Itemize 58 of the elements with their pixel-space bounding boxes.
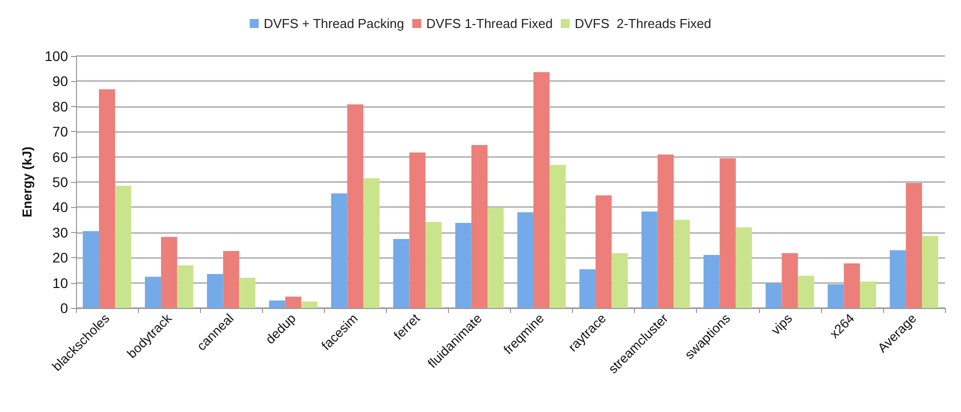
bar: [239, 278, 256, 308]
bar: [144, 276, 162, 308]
bar: [98, 89, 116, 308]
bar: [766, 283, 782, 308]
bar: [658, 154, 674, 308]
bar: [860, 282, 876, 308]
bar: [828, 284, 844, 308]
y-tick-label: 30: [52, 224, 68, 240]
bar: [115, 186, 132, 308]
bar: [161, 236, 178, 308]
bar: [798, 276, 814, 308]
y-tick-label: 0: [60, 300, 68, 316]
x-tick-label: vips: [768, 310, 796, 338]
bar: [331, 193, 348, 308]
bar: [782, 253, 798, 308]
legend-label: DVFS + Thread Packing: [264, 16, 404, 31]
y-tick-label: 10: [52, 274, 68, 291]
bar: [596, 195, 612, 308]
bar: [890, 250, 906, 308]
bar: [612, 253, 628, 308]
bar: [82, 231, 99, 308]
bar: [393, 238, 410, 308]
bar: [455, 222, 472, 308]
bar: [347, 104, 364, 308]
bar: [517, 212, 534, 308]
bar: [550, 164, 566, 308]
y-tick-label: 60: [52, 148, 68, 165]
legend-label: DVFS 1-Thread Fixed: [426, 16, 553, 31]
bar: [409, 152, 426, 308]
bar: [471, 144, 488, 308]
bar: [641, 211, 658, 308]
y-tick-label: 100: [44, 48, 68, 64]
legend-label: DVFS 2-Threads Fixed: [574, 16, 712, 31]
y-tick-label: 90: [52, 73, 68, 90]
bar: [301, 301, 318, 308]
bar: [906, 183, 922, 308]
bar: [922, 236, 938, 308]
bar: [269, 300, 286, 308]
y-axis-title: Energy (kJ): [20, 146, 35, 218]
bar: [363, 178, 380, 308]
bar: [720, 158, 736, 308]
y-tick-label: 50: [52, 174, 68, 190]
y-tick-label: 40: [52, 199, 68, 216]
bar: [206, 274, 224, 308]
bar: [579, 269, 596, 308]
bar: [844, 263, 860, 308]
bar: [425, 222, 442, 308]
bar: [736, 227, 752, 308]
y-tick-label: 20: [52, 250, 68, 266]
y-tick-label: 80: [52, 98, 68, 114]
bar: [533, 72, 550, 308]
bar: [488, 208, 504, 308]
y-tick-label: 70: [52, 124, 68, 140]
bar: [177, 265, 194, 308]
bar: [223, 251, 240, 308]
bar: [285, 296, 302, 308]
bar: [704, 254, 720, 308]
bar: [674, 220, 690, 308]
